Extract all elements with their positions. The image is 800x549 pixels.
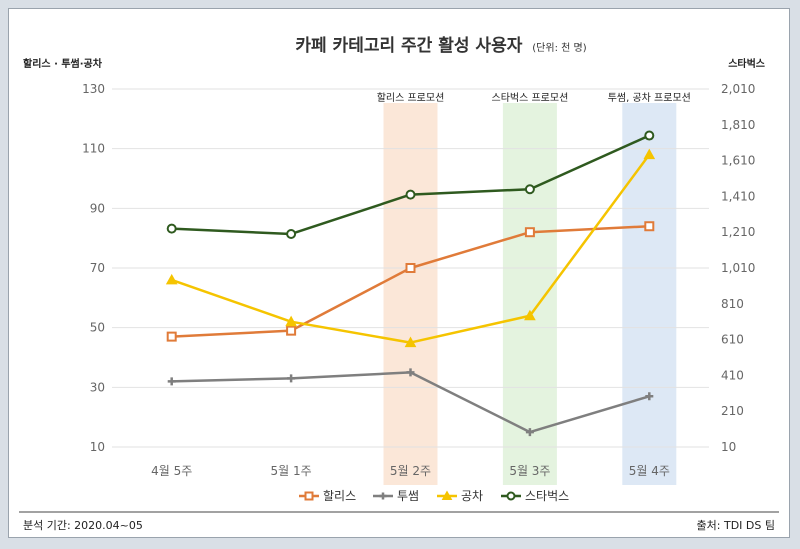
data-point — [405, 263, 416, 273]
x-tick-label: 4월 5주 — [151, 464, 192, 478]
line-chart: 카페 카테고리 주간 활성 사용자 (단위: 천 명) 할리스 · 투썸·공차 … — [19, 35, 779, 532]
chart-title-unit: (단위: 천 명) — [532, 41, 586, 54]
footer-period: 분석 기간: 2020.04~05 — [23, 519, 143, 532]
left-tick-label: 10 — [90, 440, 105, 454]
x-tick-label: 5월 1주 — [271, 464, 312, 478]
left-tick-label: 70 — [90, 261, 105, 275]
right-tick-label: 10 — [721, 440, 736, 454]
x-tick-label: 5월 4주 — [629, 464, 670, 478]
data-point — [524, 309, 536, 321]
chart-title-main: 카페 카테고리 주간 활성 사용자 — [295, 35, 522, 56]
data-point — [166, 331, 177, 342]
promotion-band — [383, 103, 438, 485]
promotion-label: 할리스 프로모션 — [377, 92, 445, 104]
right-tick-label: 210 — [721, 404, 744, 418]
data-point — [525, 428, 534, 437]
promotion-label: 스타벅스 프로모션 — [492, 92, 569, 104]
data-point — [405, 189, 416, 200]
right-tick-label: 810 — [721, 297, 744, 311]
data-point — [287, 374, 296, 383]
right-tick-label: 1,010 — [721, 261, 755, 275]
data-point — [167, 377, 176, 386]
left-tick-label: 110 — [82, 142, 105, 156]
data-point — [645, 392, 654, 401]
data-point — [506, 491, 516, 501]
data-point — [441, 490, 453, 500]
footer-source: 출처: TDI DS 팀 — [697, 519, 775, 532]
right-tick-label: 1,610 — [721, 154, 755, 168]
data-point — [644, 221, 655, 232]
data-point — [644, 130, 655, 141]
right-tick-label: 1,210 — [721, 225, 755, 239]
right-tick-label: 610 — [721, 333, 744, 347]
promotion-band — [502, 103, 557, 485]
data-point — [286, 325, 297, 336]
data-point — [165, 273, 178, 285]
left-tick-label: 90 — [90, 201, 105, 215]
promotion-label: 투썸, 공차 프로모션 — [608, 92, 691, 104]
data-point — [285, 315, 297, 327]
left-tick-label: 130 — [82, 82, 105, 96]
left-tick-label: 50 — [90, 321, 105, 335]
data-point — [524, 227, 535, 238]
right-tick-label: 2,010 — [721, 82, 755, 96]
data-point — [404, 336, 417, 348]
right-tick-label: 1,410 — [721, 189, 755, 203]
left-tick-label: 30 — [90, 380, 105, 394]
data-point — [286, 228, 297, 239]
data-point — [524, 184, 535, 195]
chart-title: 카페 카테고리 주간 활성 사용자 (단위: 천 명) — [295, 35, 586, 56]
chart-frame: 카페 카테고리 주간 활성 사용자 (단위: 천 명) 할리스 · 투썸·공차 … — [8, 8, 790, 538]
legend-label: 스타벅스 — [525, 489, 569, 503]
x-tick-label: 5월 2주 — [390, 464, 431, 478]
right-axis-label: 스타벅스 — [728, 57, 765, 70]
x-tick-label: 5월 3주 — [509, 464, 550, 478]
left-axis-label: 할리스 · 투썸·공차 — [23, 57, 103, 70]
right-tick-label: 410 — [721, 368, 744, 382]
legend-label: 공차 — [461, 489, 483, 503]
promotion-band — [622, 103, 677, 485]
right-tick-label: 1,810 — [721, 118, 755, 132]
legend-label: 할리스 — [323, 489, 356, 503]
data-point — [166, 223, 177, 234]
data-point — [304, 491, 314, 501]
legend-label: 투썸 — [397, 489, 419, 503]
data-point — [643, 148, 656, 160]
data-point — [406, 368, 415, 377]
data-point — [379, 492, 387, 500]
